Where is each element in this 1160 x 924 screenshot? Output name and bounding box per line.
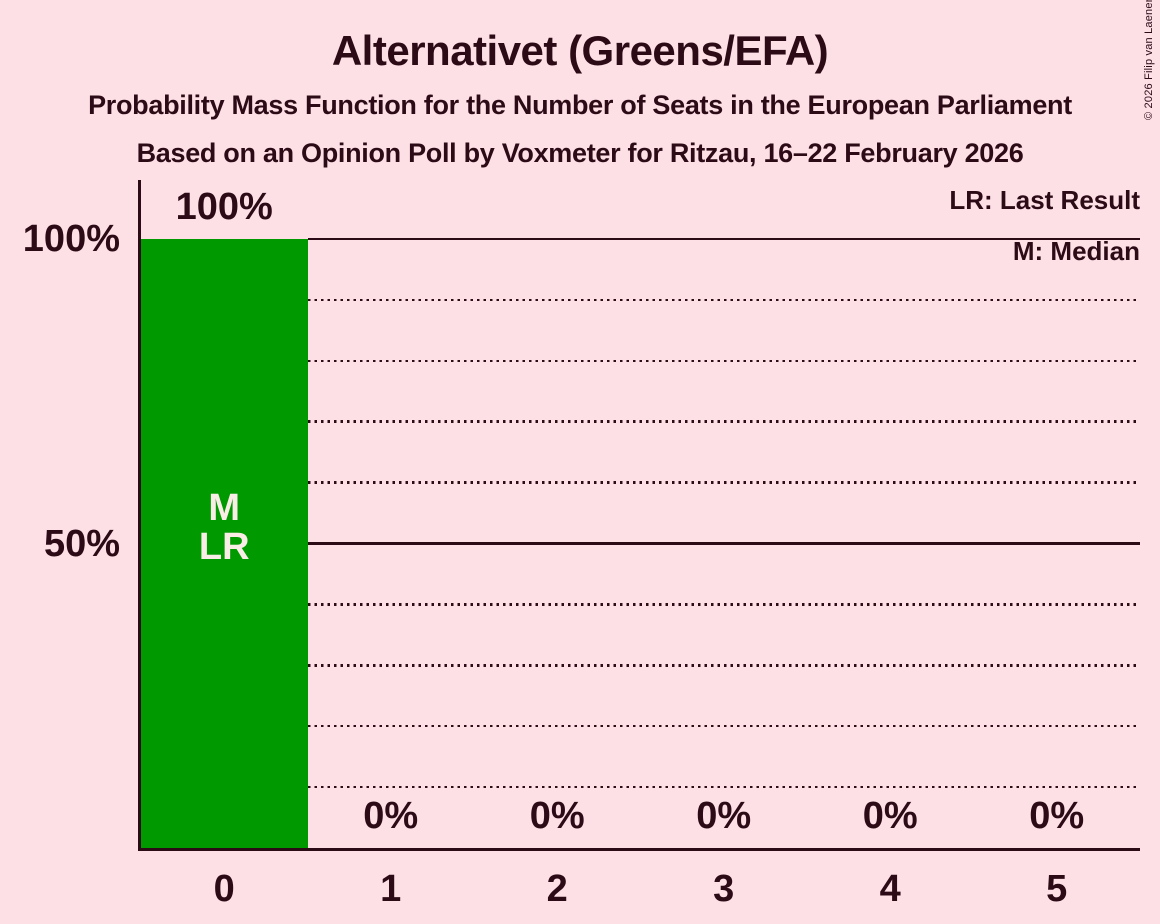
- gridline-dotted-20: [307, 724, 1140, 728]
- x-tick-label-4: 4: [879, 868, 901, 910]
- gridline-dotted-40: [307, 603, 1140, 606]
- x-tick-label-5: 5: [1046, 868, 1068, 910]
- gridline-dotted-90: [307, 298, 1140, 302]
- chart-title: Alternativet (Greens/EFA): [331, 27, 829, 74]
- gridline-dotted-60: [307, 481, 1140, 484]
- x-tick-label-3: 3: [713, 868, 735, 910]
- bar-seats-0: [141, 239, 308, 848]
- x-tick-label-2: 2: [546, 868, 568, 910]
- bar-value-label-2: 0%: [529, 794, 585, 837]
- bar-annotation-0: M LR: [198, 487, 250, 568]
- x-axis-line: [138, 848, 1140, 851]
- x-tick-label-1: 1: [380, 868, 402, 910]
- legend-median: M: Median: [1012, 236, 1140, 266]
- chart-subtitle-line2: Based on an Opinion Poll by Voxmeter for…: [136, 138, 1024, 168]
- gridline-dotted-10: [307, 785, 1140, 789]
- gridline-dotted-30: [307, 664, 1140, 667]
- bar-value-label-3: 0%: [696, 794, 752, 837]
- y-tick-label-100%: 100%: [22, 218, 120, 260]
- gridline-dotted-80: [307, 359, 1140, 363]
- bar-value-label-5: 0%: [1029, 794, 1085, 837]
- bar-value-label-1: 0%: [363, 794, 419, 837]
- gridline-dotted-70: [307, 420, 1140, 423]
- bar-value-label-4: 0%: [862, 794, 918, 837]
- bar-value-label-0: 100%: [175, 185, 273, 228]
- copyright-notice: © 2026 Filip van Laenen: [1143, 0, 1155, 120]
- x-tick-label-0: 0: [213, 868, 235, 910]
- y-axis-line: [138, 180, 141, 851]
- chart-subtitle-line1: Probability Mass Function for the Number…: [88, 90, 1072, 120]
- gridline-solid-50: [307, 542, 1140, 545]
- legend-last-result: LR: Last Result: [949, 185, 1140, 215]
- y-tick-label-50%: 50%: [43, 522, 120, 565]
- gridline-solid-100: [307, 237, 1140, 241]
